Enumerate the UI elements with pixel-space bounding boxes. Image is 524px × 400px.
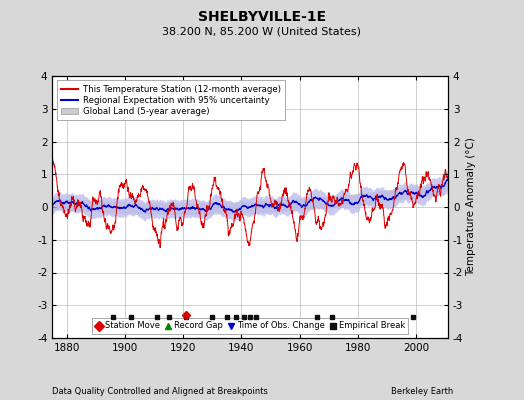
Y-axis label: Temperature Anomaly (°C): Temperature Anomaly (°C) [466, 138, 476, 276]
Text: SHELBYVILLE-1E: SHELBYVILLE-1E [198, 10, 326, 24]
Text: Berkeley Earth: Berkeley Earth [391, 387, 453, 396]
Text: Data Quality Controlled and Aligned at Breakpoints: Data Quality Controlled and Aligned at B… [52, 387, 268, 396]
Text: 38.200 N, 85.200 W (United States): 38.200 N, 85.200 W (United States) [162, 26, 362, 36]
Legend: Station Move, Record Gap, Time of Obs. Change, Empirical Break: Station Move, Record Gap, Time of Obs. C… [92, 318, 408, 334]
